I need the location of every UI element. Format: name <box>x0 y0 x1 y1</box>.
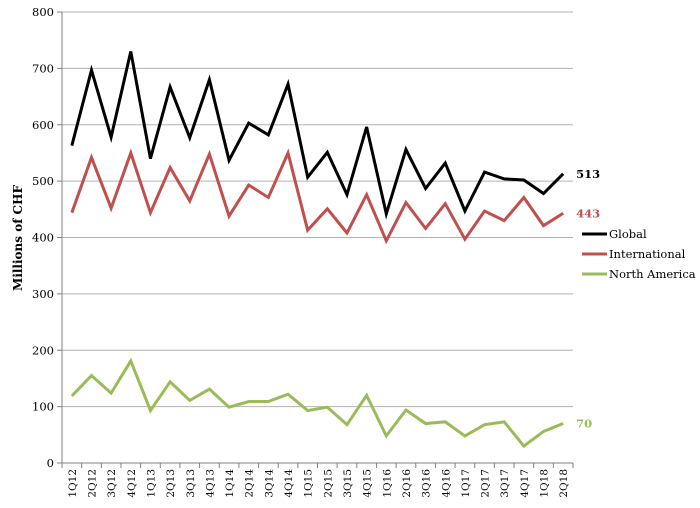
x-tick-label: 4Q15 <box>362 469 374 498</box>
series-line-north-america <box>70 357 564 449</box>
x-tick-label: 1Q17 <box>460 469 472 498</box>
y-tick-label: 400 <box>32 231 54 245</box>
x-tick-label: 3Q13 <box>185 469 197 498</box>
x-tick-label: 2Q14 <box>244 469 256 498</box>
y-tick-label: 500 <box>32 174 54 188</box>
x-tick-label: 4Q17 <box>519 469 531 498</box>
x-tick-label: 2Q12 <box>86 469 98 498</box>
y-axis-ticks: 0 100 200 300 400 500 600 700 800 <box>32 5 62 470</box>
x-tick-label: 3Q14 <box>263 469 275 498</box>
x-tick-label: 2Q15 <box>322 469 334 498</box>
y-tick-label: 800 <box>32 5 54 19</box>
end-label-north-america: 70 <box>576 417 592 431</box>
legend: Global International North America <box>582 227 696 281</box>
legend-label: International <box>609 247 686 261</box>
legend-label: Global <box>609 227 647 241</box>
x-tick-label: 3Q12 <box>106 469 118 498</box>
y-tick-label: 600 <box>32 118 54 132</box>
x-tick-label: 2Q16 <box>401 469 413 498</box>
x-tick-label: 1Q13 <box>145 469 157 498</box>
series-lines <box>70 51 565 449</box>
legend-label: North America <box>609 267 696 281</box>
x-tick-label: 4Q14 <box>283 469 295 498</box>
x-tick-label: 1Q16 <box>381 469 393 498</box>
y-tick-label: 0 <box>47 456 54 470</box>
end-label-global: 513 <box>576 167 600 181</box>
end-label-international: 443 <box>576 206 600 220</box>
x-tick-label: 3Q15 <box>342 469 354 498</box>
y-axis-label: Millions of CHF <box>11 185 25 291</box>
x-tick-label: 1Q15 <box>303 469 315 498</box>
x-tick-label: 3Q17 <box>499 469 511 498</box>
x-tick-label: 4Q12 <box>126 469 138 498</box>
x-tick-label: 1Q12 <box>67 469 79 498</box>
x-tick-label: 1Q18 <box>539 469 551 498</box>
x-tick-label: 2Q17 <box>480 469 492 498</box>
x-tick-label: 4Q13 <box>204 469 216 498</box>
x-tick-label: 1Q14 <box>224 469 236 498</box>
y-tick-label: 100 <box>32 400 54 414</box>
y-tick-label: 300 <box>32 287 54 301</box>
series-line-international <box>70 148 564 245</box>
x-tick-label: 2Q18 <box>558 469 570 498</box>
series-line-global <box>70 51 565 220</box>
y-tick-label: 700 <box>32 61 54 75</box>
x-axis-ticks: 1Q12 2Q12 3Q12 4Q12 1Q13 2Q13 3Q13 4Q13 1Q14 2Q14… <box>61 463 574 498</box>
x-tick-label: 2Q13 <box>165 469 177 498</box>
x-tick-label: 3Q16 <box>421 469 433 498</box>
x-tick-label: 4Q16 <box>440 469 452 498</box>
y-tick-label: 200 <box>32 343 54 357</box>
end-labels: 513 443 70 <box>576 167 600 431</box>
grid-lines <box>62 11 573 408</box>
